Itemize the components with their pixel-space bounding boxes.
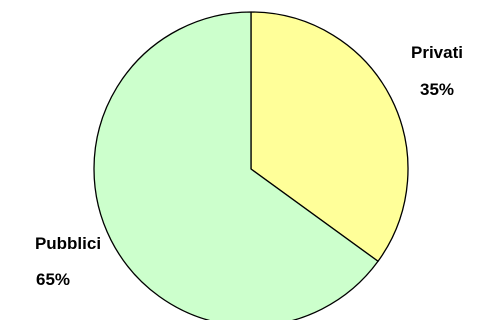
pie-slice-pubblici [93, 11, 379, 320]
label-privati-value: 35% [420, 80, 454, 99]
label-privati-name: Privati [411, 43, 463, 62]
label-pubblici-name: Pubblici [35, 234, 101, 253]
pie-slice-privati [250, 11, 409, 262]
pie-labels: Privati 35% Pubblici 65% [35, 43, 463, 289]
label-pubblici-value: 65% [36, 270, 70, 289]
pie-slices [93, 11, 409, 320]
